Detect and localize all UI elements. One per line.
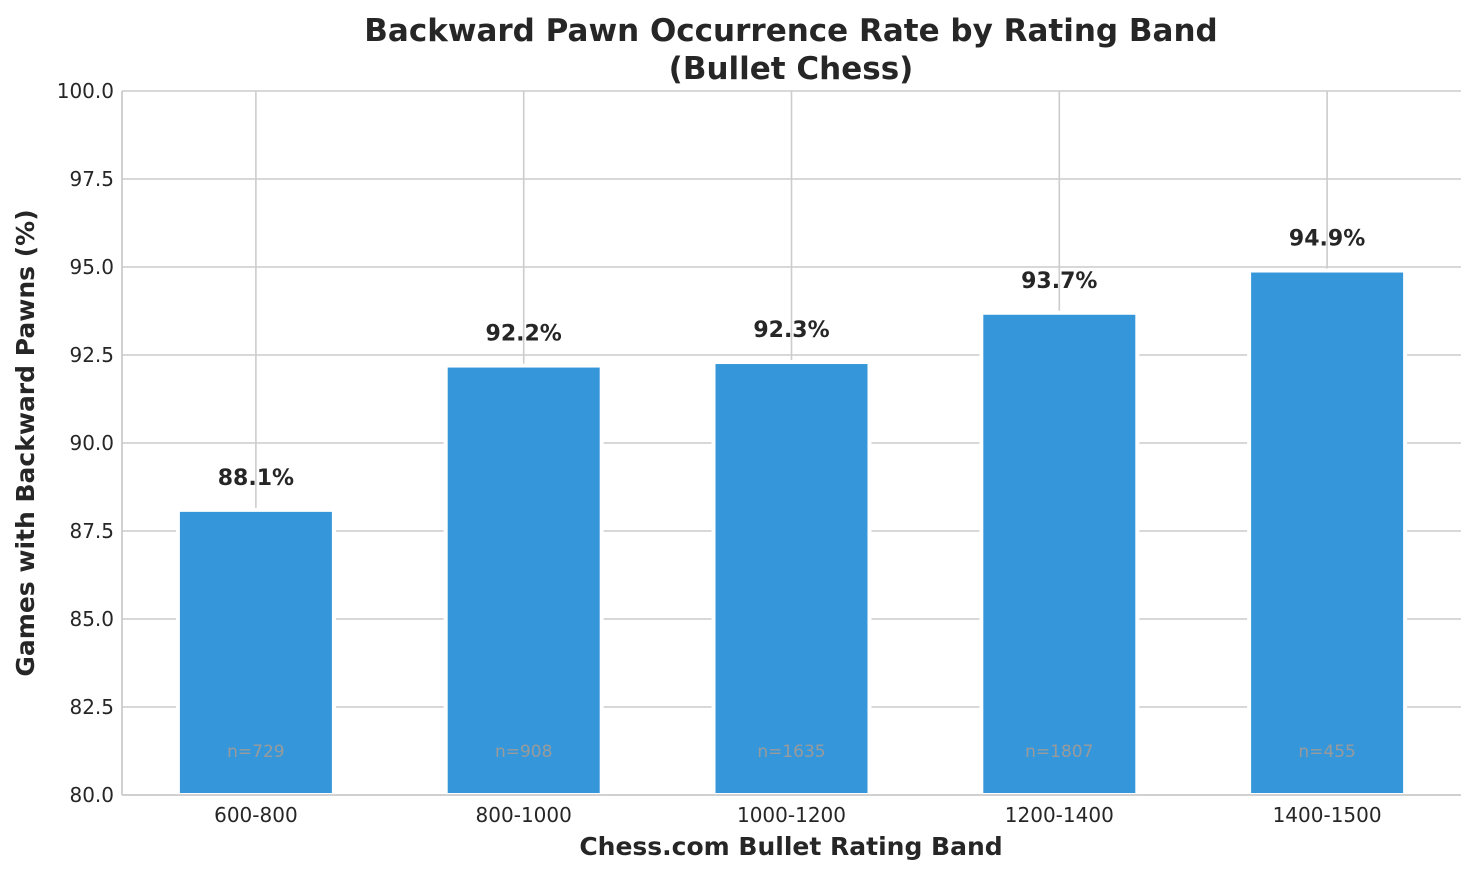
x-tick-label: 800-1000 [476,803,572,827]
y-axis-label: Games with Backward Pawns (%) [11,209,40,676]
sample-size-label: n=455 [1298,742,1355,762]
axes: 80.0 82.5 85.0 87.5 90.0 92.5 95.0 97.5 100.0 600… [57,79,1461,827]
bar [711,360,872,797]
bar-value-label: 93.7% [1021,269,1097,294]
bar-value-label: 92.3% [753,318,829,343]
y-tick-label: 87.5 [69,519,114,543]
y-tick-label: 90.0 [69,431,114,455]
bar-value-label: 88.1% [218,466,294,491]
y-tick-label: 97.5 [69,167,114,191]
x-tick-label: 1400-1500 [1273,803,1382,827]
sample-size-label: n=729 [227,742,284,762]
x-tick-label: 1200-1400 [1005,803,1114,827]
sample-size-label: n=908 [495,742,552,762]
y-tick-label: 95.0 [69,255,114,279]
chart-title-line1: Backward Pawn Occurrence Rate by Rating … [364,13,1217,49]
bar [979,310,1140,797]
x-axis-label: Chess.com Bullet Rating Band [579,832,1002,861]
bar [1247,268,1408,797]
bar-value-label: 92.2% [486,322,562,347]
y-tick-label: 80.0 [69,783,114,807]
chart-title-line2: (Bullet Chess) [669,51,914,87]
x-tick-label: 1000-1200 [737,803,846,827]
sample-size-label: n=1807 [1025,742,1093,762]
bar [175,507,336,797]
y-tick-label: 100.0 [57,79,114,103]
bars: 88.1% n=729 92.2% n=908 92.3% n=1635 93.7% n=18… [175,227,1408,797]
sample-size-label: n=1635 [757,742,825,762]
y-tick-label: 82.5 [69,695,114,719]
x-tick-label: 600-800 [214,803,298,827]
bar [443,363,604,797]
bar-value-label: 94.9% [1289,227,1365,252]
y-tick-label: 85.0 [69,607,114,631]
y-tick-label: 92.5 [69,343,114,367]
